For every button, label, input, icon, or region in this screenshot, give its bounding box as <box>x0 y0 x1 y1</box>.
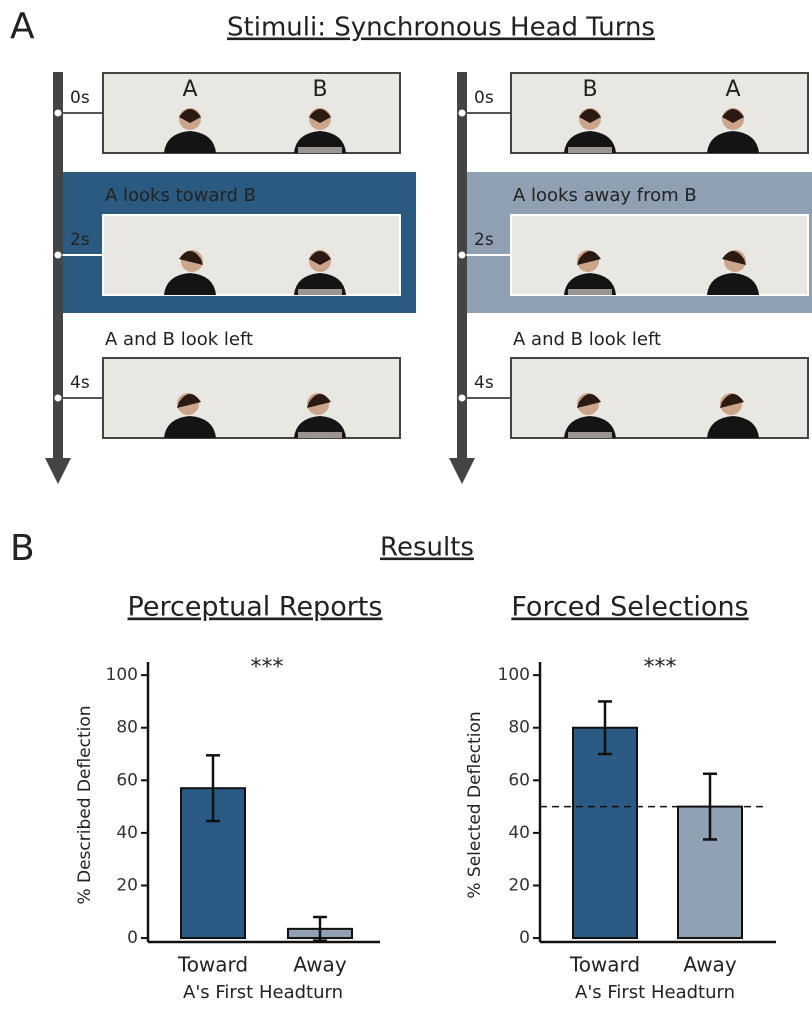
laptop <box>298 147 342 153</box>
x-tick-label: Away <box>293 953 346 977</box>
caption: A looks toward B <box>105 185 256 206</box>
timeline-arrow <box>45 458 71 484</box>
time-dot <box>54 251 62 259</box>
bar <box>573 728 637 938</box>
y-tick-label: 100 <box>498 665 530 685</box>
y-tick-label: 40 <box>116 823 138 843</box>
y-tick-label: 60 <box>508 770 530 790</box>
caption: A and B look left <box>105 329 253 350</box>
laptop <box>298 432 342 438</box>
video-frame <box>511 73 808 153</box>
video-frame <box>103 73 400 153</box>
time-label: 2s <box>474 230 494 250</box>
frame-label: B <box>582 77 597 102</box>
time-label: 4s <box>474 373 494 393</box>
y-tick-label: 20 <box>116 875 138 895</box>
caption: A looks away from B <box>513 185 697 206</box>
time-label: 4s <box>70 373 90 393</box>
frame-label: A <box>182 77 197 102</box>
y-axis-label: % Described Deflection <box>75 705 95 904</box>
timeline-arrow <box>449 458 475 484</box>
y-tick-label: 40 <box>508 823 530 843</box>
y-tick-label: 60 <box>116 770 138 790</box>
y-tick-label: 80 <box>508 718 530 738</box>
figure: A Stimuli: Synchronous Head Turns B Resu… <box>0 0 812 1011</box>
time-label: 2s <box>70 230 90 250</box>
time-label: 0s <box>474 88 494 108</box>
frame-label: A <box>725 77 740 102</box>
y-tick-label: 0 <box>127 928 138 948</box>
y-tick-label: 80 <box>116 718 138 738</box>
time-dot <box>458 109 466 117</box>
y-tick-label: 20 <box>508 875 530 895</box>
video-frame <box>511 358 808 438</box>
chart-title: Forced Selections <box>511 592 748 623</box>
y-tick-label: 100 <box>106 665 138 685</box>
caption: A and B look left <box>513 329 661 350</box>
laptop <box>568 289 612 295</box>
video-frame <box>103 358 400 438</box>
time-dot <box>458 251 466 259</box>
laptop <box>568 147 612 153</box>
time-label: 0s <box>70 88 90 108</box>
x-tick-label: Toward <box>569 953 640 977</box>
time-dot <box>54 394 62 402</box>
video-frame <box>103 215 400 295</box>
chart-title: Perceptual Reports <box>128 592 383 623</box>
panel-label: B <box>10 528 35 569</box>
annotation: *** <box>251 655 284 680</box>
y-tick-label: 0 <box>519 928 530 948</box>
frame-label: B <box>312 77 327 102</box>
laptop <box>298 289 342 295</box>
y-axis-label: % Selected Deflection <box>465 711 485 898</box>
time-dot <box>458 394 466 402</box>
panel-title: Results <box>380 533 474 563</box>
panel-label: A <box>10 6 35 47</box>
x-tick-label: Away <box>683 953 736 977</box>
annotation: *** <box>644 655 677 680</box>
x-axis-label: A's First Headturn <box>575 982 735 1003</box>
panel-title: Stimuli: Synchronous Head Turns <box>227 13 655 43</box>
time-dot <box>54 109 62 117</box>
x-tick-label: Toward <box>177 953 248 977</box>
x-axis-label: A's First Headturn <box>183 982 343 1003</box>
laptop <box>568 432 612 438</box>
video-frame <box>511 215 808 295</box>
